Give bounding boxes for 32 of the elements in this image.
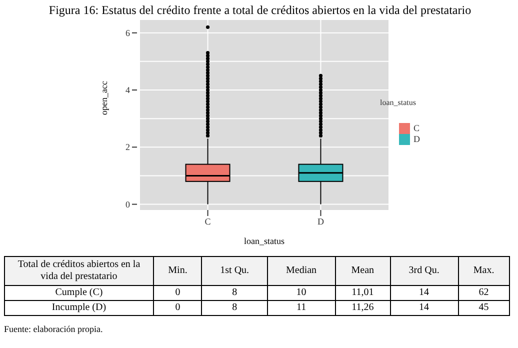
text: 11,26 — [335, 300, 390, 316]
text: 0 — [154, 300, 202, 316]
text: 14 — [390, 300, 458, 316]
text: 8 — [202, 286, 268, 300]
text: Mean — [335, 256, 390, 286]
legend-title: loan_status — [380, 98, 416, 107]
y-axis-title: open_acc — [99, 81, 110, 115]
y-tick-label: 0 — [126, 199, 130, 210]
y-tick-label: 4 — [126, 85, 130, 95]
legend-label: C — [414, 122, 420, 133]
text: 45 — [458, 300, 510, 316]
text: Total de créditos abiertos en la vida del prestatario — [4, 256, 154, 286]
text: 3rd Qu. — [390, 256, 458, 286]
text: 11,01 — [335, 286, 390, 300]
text: Max. — [458, 256, 510, 286]
text: Cumple (C) — [4, 286, 154, 300]
legend-label: D — [414, 134, 420, 144]
text: 1st Qu. — [202, 256, 268, 286]
source-note: Fuente: elaboración propia. — [4, 324, 104, 334]
text: Median — [267, 256, 336, 286]
text: 62 — [458, 286, 510, 300]
y-tick-label: 2 — [126, 142, 130, 152]
text: 10 — [267, 286, 336, 300]
text: 11 — [267, 300, 336, 316]
chart-title: Figura 16: Estatus del crédito frente a total de créditos abiertos en la vida del prestatario — [48, 2, 472, 18]
text: 0 — [154, 286, 202, 300]
text: Incumple (D) — [4, 300, 154, 316]
y-tick-label: 6 — [126, 28, 130, 38]
x-axis-title: loan_status — [244, 236, 285, 246]
text: 8 — [202, 300, 268, 316]
text: 14 — [390, 286, 458, 300]
text: Min. — [154, 256, 202, 286]
